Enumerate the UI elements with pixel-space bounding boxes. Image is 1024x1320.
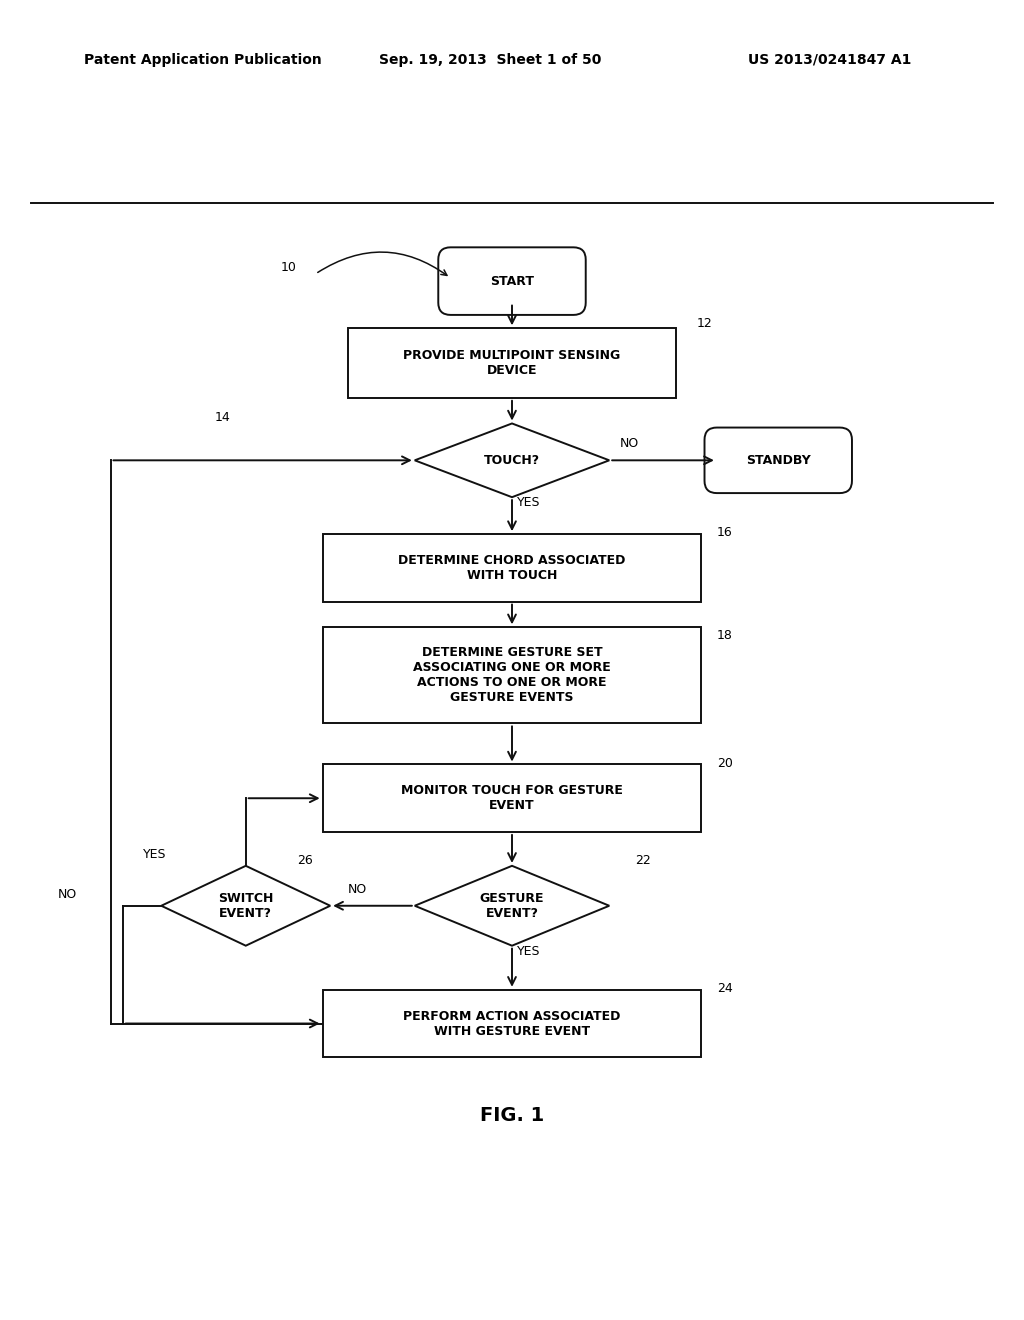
Text: 12: 12	[696, 317, 712, 330]
Text: TOUCH?: TOUCH?	[484, 454, 540, 467]
Text: GESTURE
EVENT?: GESTURE EVENT?	[480, 892, 544, 920]
Text: NO: NO	[57, 887, 77, 900]
Text: PERFORM ACTION ASSOCIATED
WITH GESTURE EVENT: PERFORM ACTION ASSOCIATED WITH GESTURE E…	[403, 1010, 621, 1038]
Bar	[323, 764, 701, 832]
Text: STANDBY: STANDBY	[745, 454, 811, 467]
Text: US 2013/0241847 A1: US 2013/0241847 A1	[748, 53, 911, 67]
Text: YES: YES	[143, 847, 167, 861]
Text: FIG. 1: FIG. 1	[480, 1106, 544, 1125]
Bar	[323, 627, 701, 723]
Text: Sep. 19, 2013  Sheet 1 of 50: Sep. 19, 2013 Sheet 1 of 50	[379, 53, 601, 67]
Text: Patent Application Publication: Patent Application Publication	[84, 53, 322, 67]
Text: 20: 20	[717, 756, 733, 770]
Text: START: START	[490, 275, 534, 288]
Text: DETERMINE CHORD ASSOCIATED
WITH TOUCH: DETERMINE CHORD ASSOCIATED WITH TOUCH	[398, 554, 626, 582]
Text: SWITCH
EVENT?: SWITCH EVENT?	[218, 892, 273, 920]
Text: 14: 14	[215, 412, 230, 425]
Text: 22: 22	[635, 854, 650, 867]
Bar	[323, 535, 701, 602]
Polygon shape	[415, 866, 609, 945]
Text: NO: NO	[620, 437, 639, 450]
Bar	[323, 990, 701, 1057]
Text: 18: 18	[717, 628, 733, 642]
Text: YES: YES	[517, 496, 541, 510]
Text: 24: 24	[717, 982, 732, 995]
Text: YES: YES	[517, 945, 541, 958]
Text: 16: 16	[717, 527, 732, 539]
Text: PROVIDE MULTIPOINT SENSING
DEVICE: PROVIDE MULTIPOINT SENSING DEVICE	[403, 348, 621, 378]
Text: MONITOR TOUCH FOR GESTURE
EVENT: MONITOR TOUCH FOR GESTURE EVENT	[401, 784, 623, 812]
Polygon shape	[161, 866, 330, 945]
Text: NO: NO	[348, 883, 368, 895]
FancyBboxPatch shape	[705, 428, 852, 494]
Text: DETERMINE GESTURE SET
ASSOCIATING ONE OR MORE
ACTIONS TO ONE OR MORE
GESTURE EVE: DETERMINE GESTURE SET ASSOCIATING ONE OR…	[413, 647, 611, 705]
Text: 10: 10	[281, 261, 297, 275]
Polygon shape	[415, 424, 609, 498]
Bar	[348, 329, 676, 397]
Text: 26: 26	[297, 854, 312, 867]
FancyBboxPatch shape	[438, 247, 586, 315]
